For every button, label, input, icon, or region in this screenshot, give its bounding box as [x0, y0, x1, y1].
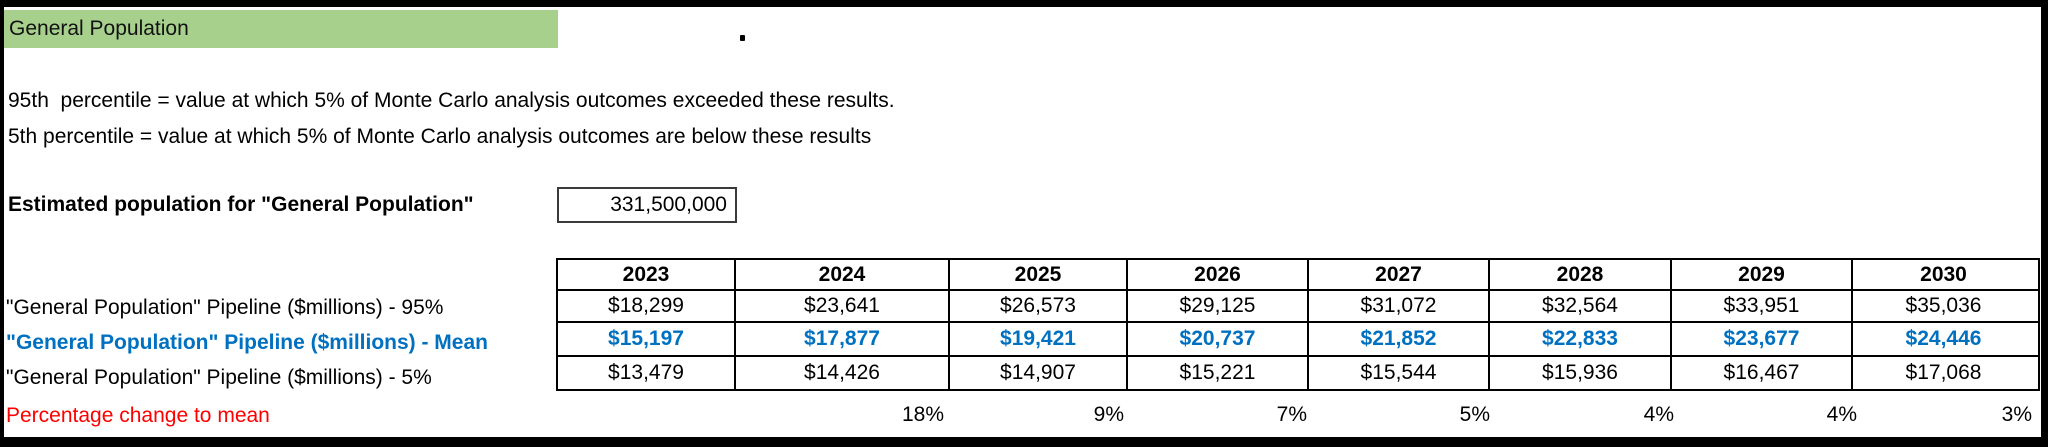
- value-cell-95th[interactable]: $33,951: [1672, 291, 1853, 321]
- value-cell-mean[interactable]: $20,737: [1128, 323, 1309, 355]
- estimated-population-value: 331,500,000: [610, 193, 727, 216]
- pct-change-cell[interactable]: 18%: [901, 403, 944, 426]
- year-header-cell[interactable]: 2023: [558, 260, 736, 289]
- pct-change-cell[interactable]: 4%: [1826, 403, 1857, 426]
- value-cell-95th[interactable]: $31,072: [1309, 291, 1490, 321]
- value-cell-5th[interactable]: $13,479: [558, 357, 736, 389]
- year-header-cell[interactable]: 2029: [1672, 260, 1853, 289]
- estimated-population-label: Estimated population for "General Popula…: [8, 193, 474, 216]
- value-cell-mean[interactable]: $23,677: [1672, 323, 1853, 355]
- stray-period-mark: [740, 35, 745, 41]
- value-cell-95th[interactable]: $35,036: [1905, 294, 1982, 317]
- value-cell-95th[interactable]: $32,564: [1490, 291, 1672, 321]
- value-cell-95th[interactable]: $29,125: [1128, 291, 1309, 321]
- year-header-cell[interactable]: 2030: [1920, 262, 1967, 286]
- table-row-5th: $13,479 $14,426 $14,907 $15,221 $15,544 …: [558, 357, 2038, 389]
- value-cell-5th[interactable]: $15,221: [1128, 357, 1309, 389]
- note-95th-percentile: 95th percentile = value at which 5% of M…: [8, 89, 895, 112]
- value-cell-95th[interactable]: $18,299: [558, 291, 736, 321]
- pct-change-row: 18% 9% 7% 5% 4% 4% 3%: [556, 399, 2040, 431]
- value-cell-mean[interactable]: $24,446: [1905, 327, 1982, 350]
- value-cell-mean[interactable]: $17,877: [736, 323, 950, 355]
- value-cell-mean[interactable]: $21,852: [1309, 323, 1490, 355]
- year-header-cell[interactable]: 2028: [1490, 260, 1672, 289]
- value-cell-5th[interactable]: $16,467: [1672, 357, 1853, 389]
- value-cell-5th[interactable]: $14,907: [950, 357, 1128, 389]
- table-row-mean: $15,197 $17,877 $19,421 $20,737 $21,852 …: [558, 323, 2038, 357]
- pct-change-cell[interactable]: 3%: [2001, 403, 2032, 426]
- pipeline-table: 2023 2024 2025 2026 2027 2028 2029 2030 …: [556, 258, 2040, 391]
- pct-change-cell[interactable]: 7%: [1276, 403, 1307, 426]
- value-cell-mean[interactable]: $22,833: [1490, 323, 1672, 355]
- estimated-population-value-cell[interactable]: 331,500,000: [557, 187, 737, 223]
- title-cell[interactable]: General Population: [4, 10, 558, 48]
- pct-change-label: Percentage change to mean: [6, 404, 270, 427]
- pct-change-cell[interactable]: [556, 399, 736, 431]
- year-header-cell[interactable]: 2027: [1309, 260, 1490, 289]
- row-label-5th: "General Population" Pipeline ($millions…: [6, 366, 432, 389]
- row-label-mean: "General Population" Pipeline ($millions…: [6, 331, 488, 354]
- year-header-cell[interactable]: 2026: [1128, 260, 1309, 289]
- pct-change-cell[interactable]: 9%: [1093, 403, 1124, 426]
- value-cell-5th[interactable]: $17,068: [1905, 361, 1982, 384]
- table-header-row: 2023 2024 2025 2026 2027 2028 2029 2030: [558, 260, 2038, 291]
- note-5th-percentile: 5th percentile = value at which 5% of Mo…: [8, 125, 872, 148]
- page-title: General Population: [9, 17, 189, 40]
- value-cell-95th[interactable]: $26,573: [950, 291, 1128, 321]
- value-cell-5th[interactable]: $14,426: [736, 357, 950, 389]
- year-header-cell[interactable]: 2025: [950, 260, 1128, 289]
- value-cell-5th[interactable]: $15,936: [1490, 357, 1672, 389]
- pct-change-cell[interactable]: 5%: [1459, 403, 1490, 426]
- value-cell-mean[interactable]: $15,197: [558, 323, 736, 355]
- pct-change-cell[interactable]: 4%: [1643, 403, 1674, 426]
- value-cell-mean[interactable]: $19,421: [950, 323, 1128, 355]
- table-row-95th: $18,299 $23,641 $26,573 $29,125 $31,072 …: [558, 291, 2038, 323]
- value-cell-95th[interactable]: $23,641: [736, 291, 950, 321]
- row-label-95th: "General Population" Pipeline ($millions…: [6, 296, 444, 319]
- year-header-cell[interactable]: 2024: [736, 260, 950, 289]
- value-cell-5th[interactable]: $15,544: [1309, 357, 1490, 389]
